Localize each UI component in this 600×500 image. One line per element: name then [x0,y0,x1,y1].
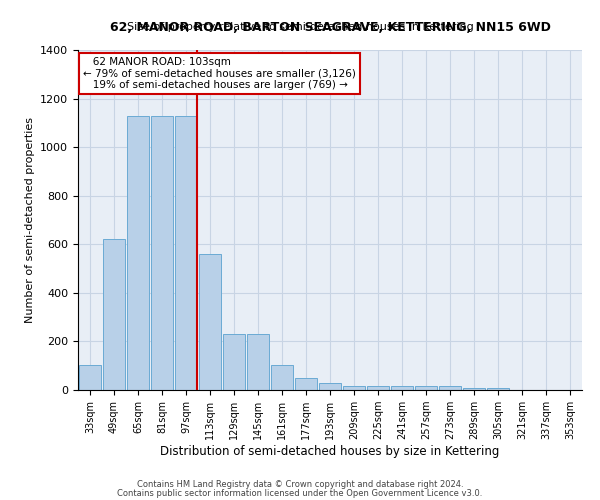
Bar [103,240,125,390]
Bar [79,364,101,390]
Bar [271,364,293,390]
Text: Contains public sector information licensed under the Open Government Licence v3: Contains public sector information licen… [118,489,482,498]
Text: Size of property relative to semi-detached houses in Kettering: Size of property relative to semi-detach… [127,22,473,32]
Bar [463,388,485,390]
Bar [247,334,269,390]
Bar [319,383,341,390]
Bar [199,254,221,390]
Text: 62 MANOR ROAD: 103sqm
← 79% of semi-detached houses are smaller (3,126)
   19% o: 62 MANOR ROAD: 103sqm ← 79% of semi-deta… [83,57,356,90]
Bar [175,116,197,390]
Bar [391,386,413,390]
Y-axis label: Number of semi-detached properties: Number of semi-detached properties [25,117,35,323]
Text: Contains HM Land Registry data © Crown copyright and database right 2024.: Contains HM Land Registry data © Crown c… [137,480,463,489]
Bar [439,386,461,390]
Bar [415,386,437,390]
Title: 62, MANOR ROAD, BARTON SEAGRAVE, KETTERING, NN15 6WD: 62, MANOR ROAD, BARTON SEAGRAVE, KETTERI… [110,20,550,34]
Bar [127,116,149,390]
Bar [223,334,245,390]
Bar [295,378,317,390]
Bar [343,386,365,390]
X-axis label: Distribution of semi-detached houses by size in Kettering: Distribution of semi-detached houses by … [160,445,500,458]
Bar [487,388,509,390]
Bar [367,386,389,390]
Bar [151,116,173,390]
